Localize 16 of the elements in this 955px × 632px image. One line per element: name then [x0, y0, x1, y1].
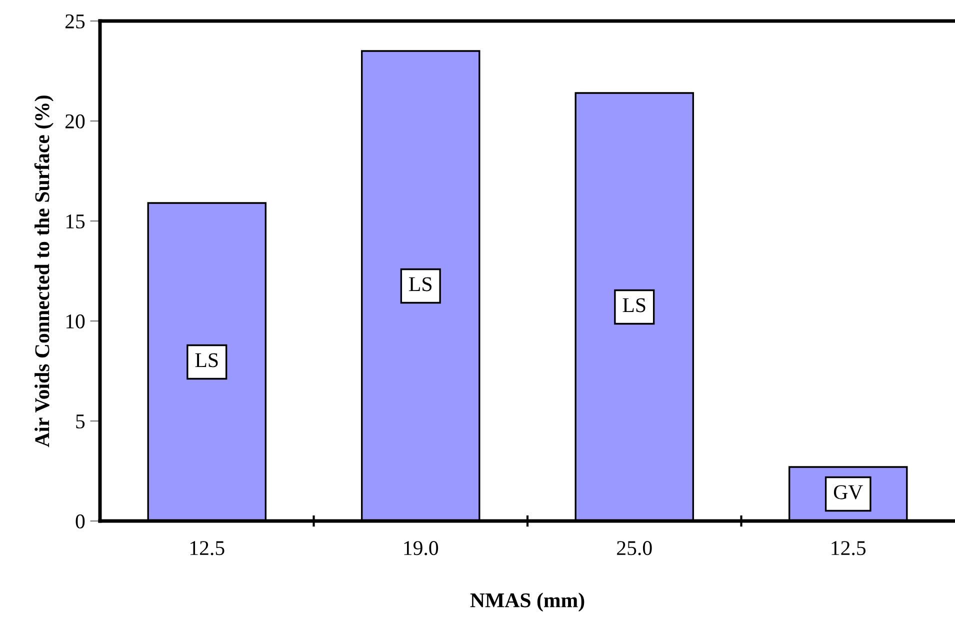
annotation: LS: [195, 353, 218, 368]
x-tick-label: 12.5: [832, 541, 866, 556]
y-tick-label: 15: [66, 214, 85, 228]
y-axis-title: Air Voids Connected to the Surface (%): [34, 96, 54, 448]
x-axis-title: NMAS (mm): [470, 592, 584, 612]
annotation: LS: [622, 298, 646, 312]
annotation: GV: [834, 485, 863, 500]
x-tick-label: 12.5: [190, 541, 224, 556]
y-tick-label: 10: [66, 314, 85, 328]
annotation: LS: [409, 277, 432, 292]
y-tick-label: 25: [66, 14, 85, 28]
x-tick-label: 25.0: [617, 541, 652, 556]
y-tick-label: 20: [66, 114, 85, 128]
y-tick-label: 0: [76, 514, 85, 528]
x-tick-label: 19.0: [404, 541, 438, 556]
y-tick-label: 5: [76, 414, 85, 428]
